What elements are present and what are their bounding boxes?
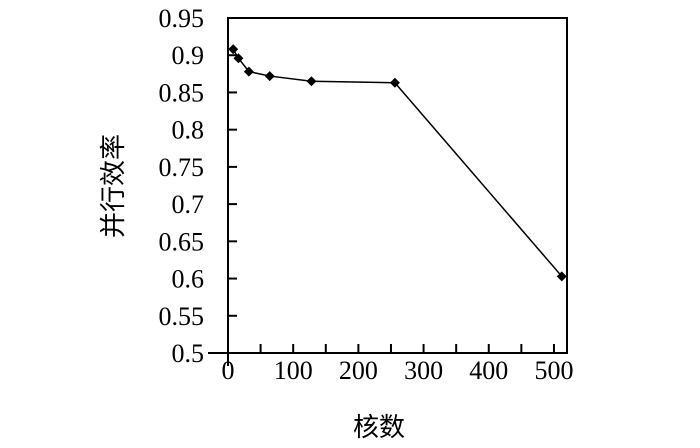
y-tick-label: 0.6 xyxy=(172,265,205,294)
x-tick-label: 300 xyxy=(404,356,443,385)
data-point xyxy=(243,66,254,77)
y-tick-label: 0.95 xyxy=(159,4,205,33)
data-point xyxy=(556,271,567,282)
x-tick-label: 500 xyxy=(534,356,573,385)
data-point xyxy=(306,76,317,87)
x-axis-title: 核数 xyxy=(353,413,405,442)
y-tick-label: 0.9 xyxy=(172,41,205,70)
y-tick-label: 0.7 xyxy=(172,190,205,219)
y-tick-label: 0.75 xyxy=(159,153,205,182)
data-point xyxy=(233,53,244,64)
y-axis-title: 并行效率 xyxy=(99,134,128,238)
data-point xyxy=(228,44,239,55)
x-tick-label: 400 xyxy=(469,356,508,385)
x-tick-label: 0 xyxy=(222,356,235,385)
y-tick-label: 0.65 xyxy=(159,227,205,256)
y-tick-label: 0.5 xyxy=(172,339,205,368)
data-point xyxy=(389,77,400,88)
plot-area: 0.95 0.9 0.85 0.8 0.75 0.7 0.65 0.6 0.55 0.5 0 100 2… xyxy=(159,4,574,385)
y-tick-label: 0.8 xyxy=(172,116,205,145)
x-tick-label: 200 xyxy=(339,356,378,385)
y-tick-label: 0.85 xyxy=(159,78,205,107)
data-point xyxy=(264,71,275,82)
plot-border xyxy=(227,17,568,354)
y-tick-label: 0.55 xyxy=(159,302,205,331)
x-tick-label: 100 xyxy=(274,356,313,385)
